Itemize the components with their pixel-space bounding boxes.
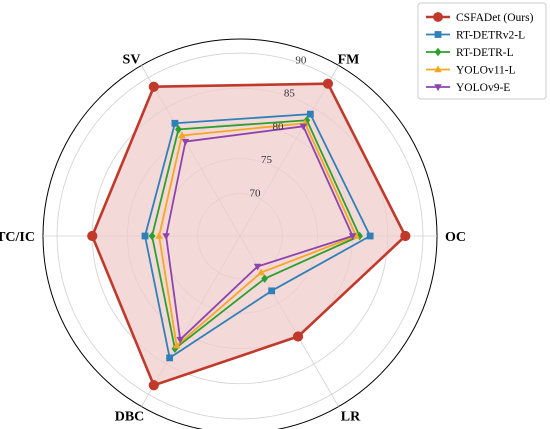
point-5-fm <box>299 123 308 131</box>
point-5-dbc <box>176 336 184 344</box>
point-3-tcic <box>148 231 156 241</box>
point-4-sv <box>178 131 186 139</box>
point-4-lr <box>257 268 265 276</box>
legend-swatch-marker-3 <box>434 47 442 57</box>
axis-label-lr: LR <box>341 410 361 425</box>
point-1-oc <box>400 230 411 242</box>
legend-label-2: RT-DETRv2-L <box>456 30 525 42</box>
legend-label-5: YOLOv9-E <box>456 82 510 94</box>
legend-entry-2: RT-DETRv2-L <box>426 30 525 42</box>
point-5-sv <box>181 138 190 146</box>
axis-label-oc: OC <box>445 230 466 245</box>
point-1-dbc <box>148 380 159 391</box>
legend-entry-1: CSFADet (Ours) <box>426 12 534 24</box>
legend-label-1: CSFADet (Ours) <box>456 12 534 24</box>
point-4-tcic <box>155 231 163 239</box>
legend-swatch-marker-1 <box>433 12 443 22</box>
point-1-fm <box>322 78 334 89</box>
tick-label-85: 85 <box>284 88 296 100</box>
series-4 <box>155 119 360 349</box>
axis-label-sv: SV <box>123 52 141 67</box>
axis-label-dbc: DBC <box>115 410 145 425</box>
legend-swatch-marker-5 <box>434 84 442 92</box>
point-2-tcic <box>141 232 149 240</box>
point-2-oc <box>366 232 374 240</box>
point-3-lr <box>261 274 269 283</box>
point-5-lr <box>253 263 262 271</box>
series-2 <box>141 110 374 362</box>
axis-label-fm: FM <box>338 52 360 67</box>
point-4-dbc <box>172 341 181 349</box>
legend-label-3: RT-DETR-L <box>456 47 514 59</box>
point-3-sv <box>175 125 182 134</box>
point-1-sv <box>148 81 159 92</box>
tick-label-70: 70 <box>250 187 262 199</box>
point-1-tcic <box>87 230 98 242</box>
point-2-dbc <box>166 354 174 362</box>
point-1-lr <box>292 331 304 342</box>
point-3-fm <box>303 115 311 125</box>
axis-label-tcic: TC/IC <box>0 230 35 245</box>
point-2-lr <box>268 287 276 295</box>
series-5 <box>162 123 357 344</box>
tick-label-80: 80 <box>272 121 284 133</box>
legend-box <box>417 2 547 100</box>
point-5-tcic <box>162 233 170 241</box>
point-2-sv <box>171 119 179 127</box>
legend-entry-4: YOLOv11-L <box>426 65 516 77</box>
legend-swatch-marker-2 <box>434 31 442 38</box>
legend-entry-5: YOLOv9-E <box>426 82 510 94</box>
point-5-oc <box>348 233 357 241</box>
legend: CSFADet (Ours) RT-DETRv2-L RT-DETR-L YOLOv1… <box>417 2 547 100</box>
point-2-fm <box>306 110 314 118</box>
legend-label-4: YOLOv11-L <box>456 65 516 77</box>
tick-label-75: 75 <box>261 154 273 166</box>
radar-series <box>87 78 411 391</box>
radar-labels: 70 75 80 85 90 OC FM SV TC/IC DBC LR <box>0 52 466 424</box>
legend-entry-3: RT-DETR-L <box>426 47 514 59</box>
tick-label-90: 90 <box>295 54 307 66</box>
legend-swatch-marker-4 <box>434 65 442 73</box>
